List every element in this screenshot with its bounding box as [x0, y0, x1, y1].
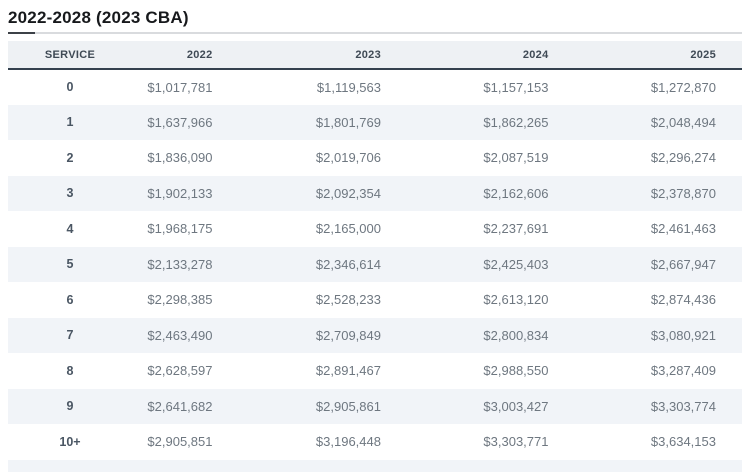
page-title: 2022-2028 (2023 CBA)	[8, 8, 189, 27]
salary-value-cell: $2,988,550	[483, 363, 549, 379]
page: 2022-2028 (2023 CBA) SERVICE 2022 2023 2…	[0, 7, 750, 472]
salary-value-cell: $2,667,947	[589, 246, 742, 282]
title-underline-accent	[8, 32, 35, 34]
salary-value-cell: $2,905,861	[284, 388, 437, 424]
salary-value-cell: $2,461,463	[650, 221, 716, 237]
table-row: 3 $1,902,133 $2,092,354 $2,162,606 $2,378,87…	[8, 175, 742, 211]
salary-value-cell: $2,891,467	[315, 363, 381, 379]
service-years-cell: 8	[66, 363, 74, 378]
salary-value-cell: $1,017,781	[147, 79, 213, 95]
salary-value-cell: $3,303,774	[589, 388, 742, 424]
table-row: 7 $2,463,490 $2,709,849 $2,800,834 $3,080,92…	[8, 317, 742, 353]
header-row: SERVICE 2022 2023 2024 2025	[8, 41, 742, 70]
salary-value-cell: $2,800,834	[437, 317, 590, 353]
service-years-cell: 5	[8, 246, 132, 282]
salary-table-header: SERVICE 2022 2023 2024 2025	[8, 41, 742, 70]
salary-value-cell: $3,303,771	[483, 434, 549, 450]
salary-value-cell: $3,196,448	[315, 434, 381, 450]
service-years-cell: 4	[66, 221, 74, 236]
salary-value-cell: $2,346,614	[284, 246, 437, 282]
next-row-partial-stripe	[8, 459, 742, 472]
salary-value-cell: $2,019,706	[315, 150, 381, 166]
salary-value-cell: $1,862,265	[437, 104, 590, 140]
salary-value-cell: $3,287,409	[650, 363, 716, 379]
salary-value-cell: $2,162,606	[437, 175, 590, 211]
table-row: 2 $1,836,090 $2,019,706 $2,087,519 $2,296,27…	[8, 140, 742, 176]
salary-table: SERVICE 2022 2023 2024 2025 0 $1,017,781 $…	[8, 41, 742, 460]
salary-value-cell: $2,165,000	[315, 221, 381, 237]
salary-value-cell: $1,801,769	[284, 104, 437, 140]
salary-value-cell: $1,637,966	[132, 104, 285, 140]
salary-value-cell: $2,463,490	[132, 317, 285, 353]
salary-value-cell: $1,968,175	[147, 221, 213, 237]
table-row: 4 $1,968,175 $2,165,000 $2,237,691 $2,461,46…	[8, 211, 742, 247]
salary-value-cell: $2,378,870	[589, 175, 742, 211]
table-row: 9 $2,641,682 $2,905,861 $3,003,427 $3,303,77…	[8, 388, 742, 424]
service-years-cell: 6	[66, 292, 74, 307]
table-row: 10+ $2,905,851 $3,196,448 $3,303,771 $3,634,…	[8, 424, 742, 460]
table-row: 1 $1,637,966 $1,801,769 $1,862,265 $2,048,49…	[8, 104, 742, 140]
service-years-cell: 0	[66, 80, 74, 95]
salary-value-cell: $3,634,153	[650, 434, 716, 450]
salary-value-cell: $2,087,519	[483, 150, 549, 166]
salary-table-body: 0 $1,017,781 $1,119,563 $1,157,153 $1,272,87…	[8, 69, 742, 460]
column-header-2024: 2024	[437, 41, 590, 70]
service-years-cell: 9	[8, 388, 132, 424]
service-years-cell: 1	[8, 104, 132, 140]
salary-value-cell: $1,902,133	[132, 175, 285, 211]
column-header-2025: 2025	[589, 41, 742, 70]
salary-value-cell: $3,080,921	[589, 317, 742, 353]
salary-value-cell: $2,628,597	[147, 363, 213, 379]
salary-value-cell: $2,641,682	[132, 388, 285, 424]
salary-value-cell: $2,237,691	[483, 221, 549, 237]
salary-value-cell: $2,613,120	[483, 292, 549, 308]
salary-value-cell: $3,003,427	[437, 388, 590, 424]
salary-value-cell: $2,528,233	[315, 292, 381, 308]
service-years-cell: 2	[66, 150, 74, 165]
column-header-2023: 2023	[284, 41, 437, 70]
salary-value-cell: $2,905,851	[147, 434, 213, 450]
salary-value-cell: $2,133,278	[132, 246, 285, 282]
salary-value-cell: $2,048,494	[589, 104, 742, 140]
salary-value-cell: $2,298,385	[147, 292, 213, 308]
salary-value-cell: $1,836,090	[147, 150, 213, 166]
service-years-cell: 7	[8, 317, 132, 353]
column-header-service: SERVICE	[8, 41, 132, 70]
table-row: 0 $1,017,781 $1,119,563 $1,157,153 $1,272,87…	[8, 69, 742, 105]
salary-value-cell: $2,425,403	[437, 246, 590, 282]
column-header-2022: 2022	[132, 41, 285, 70]
table-row: 5 $2,133,278 $2,346,614 $2,425,403 $2,667,94…	[8, 246, 742, 282]
title-underline	[8, 32, 742, 34]
salary-value-cell: $1,157,153	[483, 79, 549, 95]
service-years-cell: 3	[8, 175, 132, 211]
salary-value-cell: $2,709,849	[284, 317, 437, 353]
table-row: 8 $2,628,597 $2,891,467 $2,988,550 $3,287,40…	[8, 353, 742, 389]
service-years-cell: 10+	[59, 434, 81, 449]
table-row: 6 $2,298,385 $2,528,233 $2,613,120 $2,874,43…	[8, 282, 742, 318]
salary-value-cell: $1,119,563	[316, 79, 381, 95]
salary-value-cell: $2,874,436	[650, 292, 716, 308]
salary-value-cell: $1,272,870	[650, 79, 716, 95]
salary-value-cell: $2,296,274	[650, 150, 716, 166]
salary-value-cell: $2,092,354	[284, 175, 437, 211]
